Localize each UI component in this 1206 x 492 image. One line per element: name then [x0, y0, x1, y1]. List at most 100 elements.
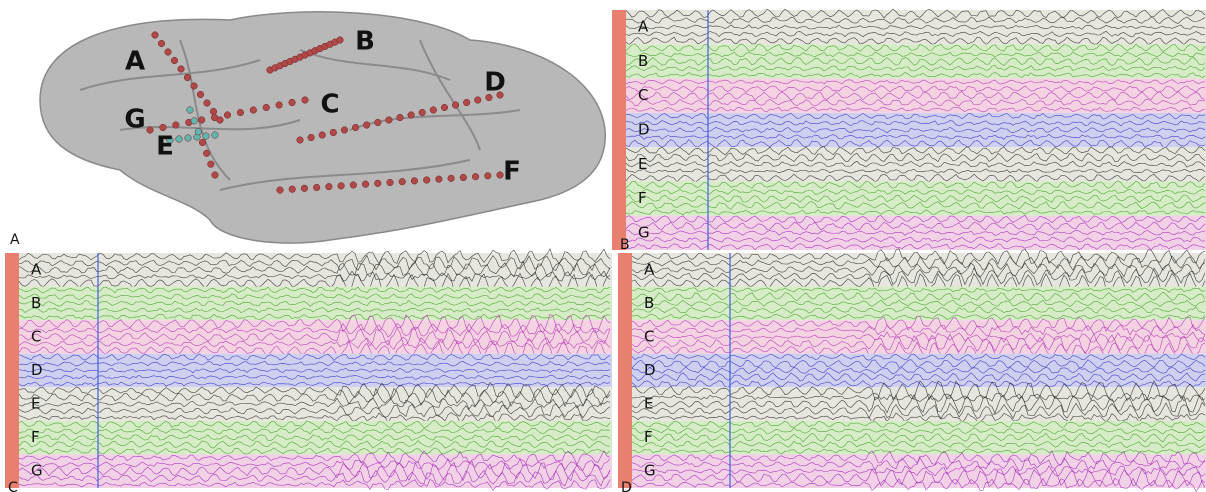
group-label: F [31, 428, 40, 446]
electrode [210, 108, 217, 115]
electrode [386, 117, 393, 124]
channel-band [19, 253, 612, 287]
electrode [203, 133, 210, 140]
electrode [195, 128, 202, 135]
electrode [297, 137, 304, 144]
electrode-label: E [156, 132, 174, 162]
group-label: E [31, 395, 40, 413]
electrode [362, 181, 369, 188]
electrode [363, 122, 370, 129]
group-label: D [638, 121, 650, 139]
electrode [452, 102, 459, 109]
electrode [158, 40, 165, 47]
electrode [191, 118, 198, 125]
electrode [374, 119, 381, 126]
group-label: C [638, 86, 648, 104]
electrode-label: G [124, 105, 145, 135]
electrode [308, 134, 315, 141]
electrode [152, 32, 159, 39]
electrode [430, 107, 437, 114]
electrode [387, 179, 394, 186]
electrode-label: F [503, 157, 521, 187]
electrode [197, 91, 204, 98]
electrode [147, 127, 154, 134]
electrode [474, 97, 481, 104]
electrode [187, 107, 194, 114]
eeg-panel: ABCDEFGB [612, 9, 1206, 253]
electrode [338, 183, 345, 190]
group-label: C [31, 327, 41, 345]
electrode [399, 178, 406, 185]
electrode-label: C [320, 90, 339, 120]
electrode [460, 174, 467, 181]
electrode [484, 173, 491, 180]
electrode [419, 109, 426, 116]
group-label: B [638, 52, 648, 70]
group-label: D [31, 361, 43, 379]
electrode [301, 185, 308, 192]
electrode [302, 97, 309, 104]
electrode [184, 74, 191, 81]
electrode [463, 99, 470, 106]
electrode [276, 102, 283, 109]
group-label: A [644, 260, 655, 278]
electrode [277, 187, 284, 194]
channel-band [632, 387, 1206, 421]
electrode [212, 132, 219, 139]
electrode [191, 83, 198, 90]
electrode [212, 172, 219, 179]
panel-label: D [621, 480, 632, 492]
electrode [423, 177, 430, 184]
electrode [326, 183, 333, 190]
electrode [411, 178, 418, 185]
channel-band [626, 79, 1206, 113]
electrode [341, 127, 348, 134]
group-label: B [31, 294, 41, 312]
electrode [198, 117, 205, 124]
group-label: C [644, 327, 654, 345]
electrode [211, 114, 218, 121]
group-label: B [644, 294, 654, 312]
electrode [173, 122, 180, 129]
electrode [199, 139, 206, 146]
panel-label: B [620, 237, 630, 253]
group-label: D [644, 361, 656, 379]
eeg-panel: ABCDEFGD [618, 249, 1206, 492]
electrode [337, 37, 344, 44]
electrode [160, 124, 167, 131]
electrode [176, 136, 183, 143]
group-label: G [638, 223, 650, 241]
electrode [263, 104, 270, 111]
channel-band [626, 44, 1206, 78]
figure: ABCDEFGAABCDEFGBABCDEFGCABCDEFGD [0, 0, 1206, 492]
group-label: G [31, 462, 43, 480]
panel-label: A [10, 232, 20, 248]
electrode [313, 184, 320, 191]
electrode [208, 161, 215, 168]
channel-strip [618, 253, 632, 488]
electrode [204, 100, 211, 107]
electrode [203, 150, 210, 157]
electrode [319, 132, 326, 139]
electrode [224, 112, 231, 119]
electrode [330, 129, 337, 136]
group-label: E [644, 395, 653, 413]
electrode [436, 176, 443, 183]
electrode [178, 66, 185, 73]
channel-strip [5, 253, 19, 488]
electrode [250, 107, 257, 114]
group-label: A [31, 260, 42, 278]
electrode-label: A [125, 47, 145, 77]
channel-strip [612, 10, 626, 250]
electrode [374, 180, 381, 187]
channel-band [632, 253, 1206, 287]
channel-band [19, 287, 612, 321]
group-label: F [644, 428, 653, 446]
group-label: A [638, 18, 649, 36]
electrode [448, 175, 455, 182]
electrode [441, 104, 448, 111]
group-label: E [638, 155, 647, 173]
electrode [289, 99, 296, 106]
group-label: G [644, 462, 656, 480]
electrode [289, 186, 296, 193]
